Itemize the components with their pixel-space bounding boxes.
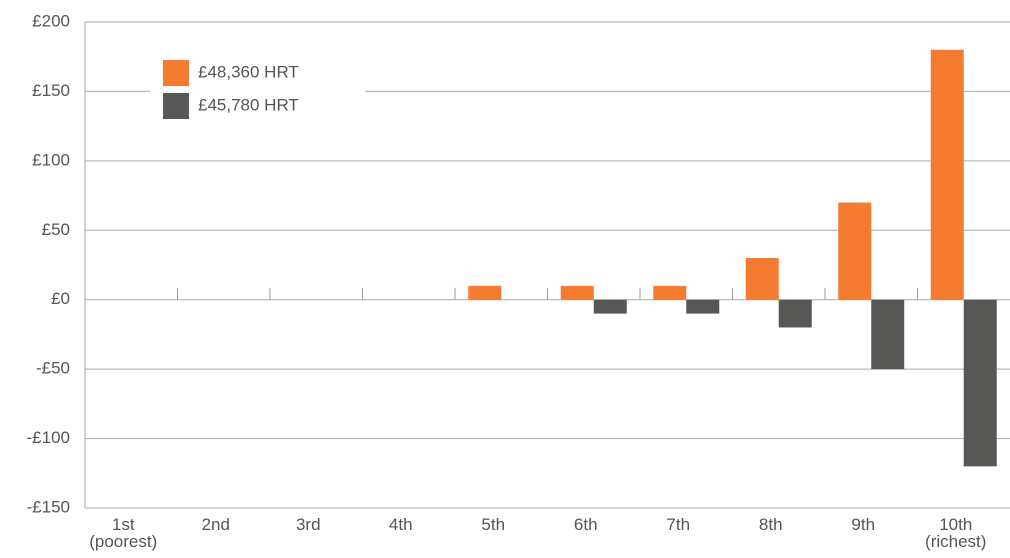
bar xyxy=(468,285,502,300)
bar xyxy=(838,202,872,300)
bar xyxy=(686,299,720,314)
x-tick-label: 5th xyxy=(481,515,506,534)
y-tick-label: £0 xyxy=(51,289,70,308)
legend-label: £45,780 HRT xyxy=(198,95,299,114)
x-tick-label: 6th xyxy=(573,515,598,534)
y-tick-label: £150 xyxy=(32,81,70,100)
bar xyxy=(593,299,627,314)
x-tick-label: 9th xyxy=(851,515,876,534)
legend-swatch xyxy=(163,93,189,119)
y-tick-label: £100 xyxy=(32,150,70,169)
bar xyxy=(963,299,997,467)
x-tick-label: 1st (poorest) xyxy=(89,515,158,551)
x-tick-label: 10th (richest) xyxy=(925,515,987,551)
legend-label: £48,360 HRT xyxy=(198,62,299,81)
y-tick-label: -£50 xyxy=(36,359,70,378)
legend: £48,360 HRT £45,780 HRT xyxy=(150,48,365,124)
bar xyxy=(560,285,594,300)
y-tick-label: £200 xyxy=(32,11,70,30)
y-tick-label: £50 xyxy=(42,220,70,239)
bar xyxy=(778,299,812,328)
y-tick-label: -£100 xyxy=(27,428,70,447)
x-tick-label: 2nd xyxy=(201,515,230,534)
bar xyxy=(745,258,779,300)
y-tick-label: -£150 xyxy=(27,497,70,516)
bar xyxy=(930,49,964,300)
x-tick-label: 4th xyxy=(388,515,413,534)
bar xyxy=(653,285,687,300)
x-tick-label: 3rd xyxy=(295,515,321,534)
legend-swatch xyxy=(163,60,189,86)
bar xyxy=(871,299,905,370)
x-tick-label: 8th xyxy=(758,515,783,534)
x-tick-label: 7th xyxy=(666,515,691,534)
